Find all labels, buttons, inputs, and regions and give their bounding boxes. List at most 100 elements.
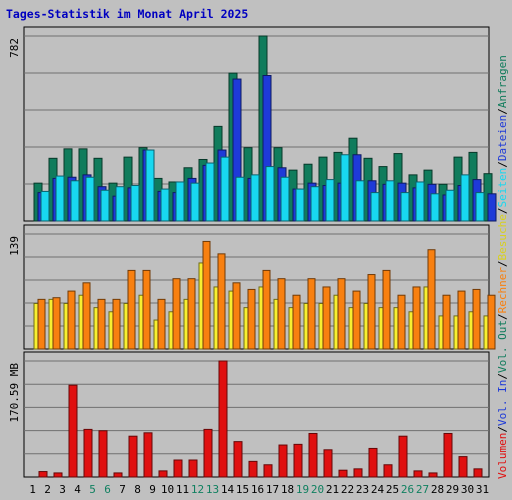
bar xyxy=(37,298,46,350)
x-tick-label: 16 xyxy=(251,483,264,496)
x-tick-label: 7 xyxy=(119,483,126,496)
bar xyxy=(145,149,155,222)
x-tick-label: 5 xyxy=(89,483,96,496)
x-tick-label: 25 xyxy=(386,483,399,496)
panel-bottom: 170.59 MB xyxy=(8,351,490,478)
bar xyxy=(53,472,63,478)
bar xyxy=(52,297,61,350)
bar xyxy=(205,162,215,222)
bar xyxy=(427,249,436,350)
bar xyxy=(127,269,136,350)
legend-entry: Dateien xyxy=(496,115,509,161)
legend-entry: Volumen xyxy=(496,433,509,479)
bar xyxy=(325,179,335,222)
x-tick-label: 4 xyxy=(74,483,81,496)
chart-panels: 782 139 170.59 MB xyxy=(8,26,497,478)
bar xyxy=(235,176,245,222)
x-tick-label: 17 xyxy=(266,483,279,496)
legend-entry: Seiten xyxy=(496,168,509,208)
panel-max-label: 170.59 MB xyxy=(8,363,21,423)
legend-entry: Besuche xyxy=(496,214,509,260)
bar xyxy=(458,456,468,478)
bar xyxy=(397,294,406,350)
chart-title: Tages-Statistik im Monat April 2025 xyxy=(6,7,248,21)
bar xyxy=(428,472,438,478)
bar xyxy=(307,278,316,350)
bar xyxy=(413,470,423,478)
bar xyxy=(113,472,123,478)
bar xyxy=(442,294,451,350)
bar xyxy=(473,468,483,478)
bar xyxy=(322,286,331,350)
bar xyxy=(278,444,288,478)
bar xyxy=(472,288,481,350)
x-tick-label: 28 xyxy=(431,483,444,496)
x-tick-label: 12 xyxy=(191,483,204,496)
bar xyxy=(83,428,93,478)
bar xyxy=(115,186,125,222)
bar xyxy=(128,435,138,478)
bar xyxy=(112,298,121,350)
bar xyxy=(68,384,78,478)
legend-entry: Vol. In xyxy=(496,380,509,426)
panel-max-label: 782 xyxy=(8,38,21,58)
x-tick-label: 22 xyxy=(341,483,354,496)
bar xyxy=(143,432,153,478)
legend-separator: / xyxy=(496,426,509,433)
bar xyxy=(218,360,228,478)
bar xyxy=(412,286,421,350)
bar xyxy=(173,459,183,478)
panel-max-label: 139 xyxy=(8,236,21,256)
x-tick-label: 27 xyxy=(416,483,429,496)
bar xyxy=(368,447,378,478)
bar xyxy=(188,459,198,478)
vertical-legend-text: Volumen/Vol. In/Vol. Out/Rechner/Besuche… xyxy=(496,55,509,479)
bar xyxy=(293,443,303,478)
bar xyxy=(340,154,350,222)
bar xyxy=(370,192,380,222)
bar xyxy=(67,290,76,350)
bar xyxy=(308,432,318,478)
bar xyxy=(97,298,106,350)
bar xyxy=(247,288,256,350)
x-tick-label: 19 xyxy=(296,483,309,496)
bar xyxy=(338,469,348,478)
bar xyxy=(85,176,95,222)
legend-separator: / xyxy=(496,207,509,214)
legend-separator: / xyxy=(496,313,509,320)
panel-middle: 139 xyxy=(8,224,496,350)
bar xyxy=(263,464,273,478)
x-tick-label: 21 xyxy=(326,483,339,496)
bar xyxy=(100,189,110,222)
bar xyxy=(457,290,466,350)
bar xyxy=(233,441,243,478)
bar xyxy=(443,432,453,478)
bar xyxy=(353,468,363,478)
x-tick-label: 23 xyxy=(356,483,369,496)
bar xyxy=(160,188,170,222)
bar xyxy=(265,166,275,222)
bar xyxy=(172,278,181,350)
bar xyxy=(383,464,393,478)
bar xyxy=(460,174,470,222)
x-tick-label: 8 xyxy=(134,483,141,496)
legend-entry: Anfragen xyxy=(496,55,509,108)
bar xyxy=(280,176,290,222)
bar xyxy=(430,193,440,222)
bar xyxy=(40,190,50,222)
bar xyxy=(187,278,196,350)
x-tick-label: 11 xyxy=(176,483,189,496)
bar xyxy=(400,192,410,222)
x-tick-label: 18 xyxy=(281,483,294,496)
x-axis-labels: 1 2 3 4 5 6 7 8 9 10 11 12 13 14 15 16 17 18 19 20 21 22 23 24 2… xyxy=(29,483,489,496)
bar xyxy=(70,180,80,222)
x-tick-label: 13 xyxy=(206,483,219,496)
x-tick-label: 15 xyxy=(236,483,249,496)
panel-top: 782 xyxy=(8,26,497,222)
bar xyxy=(385,180,395,222)
bar xyxy=(190,182,200,222)
bar xyxy=(248,460,258,478)
bar xyxy=(220,156,230,222)
x-tick-label: 24 xyxy=(371,483,385,496)
